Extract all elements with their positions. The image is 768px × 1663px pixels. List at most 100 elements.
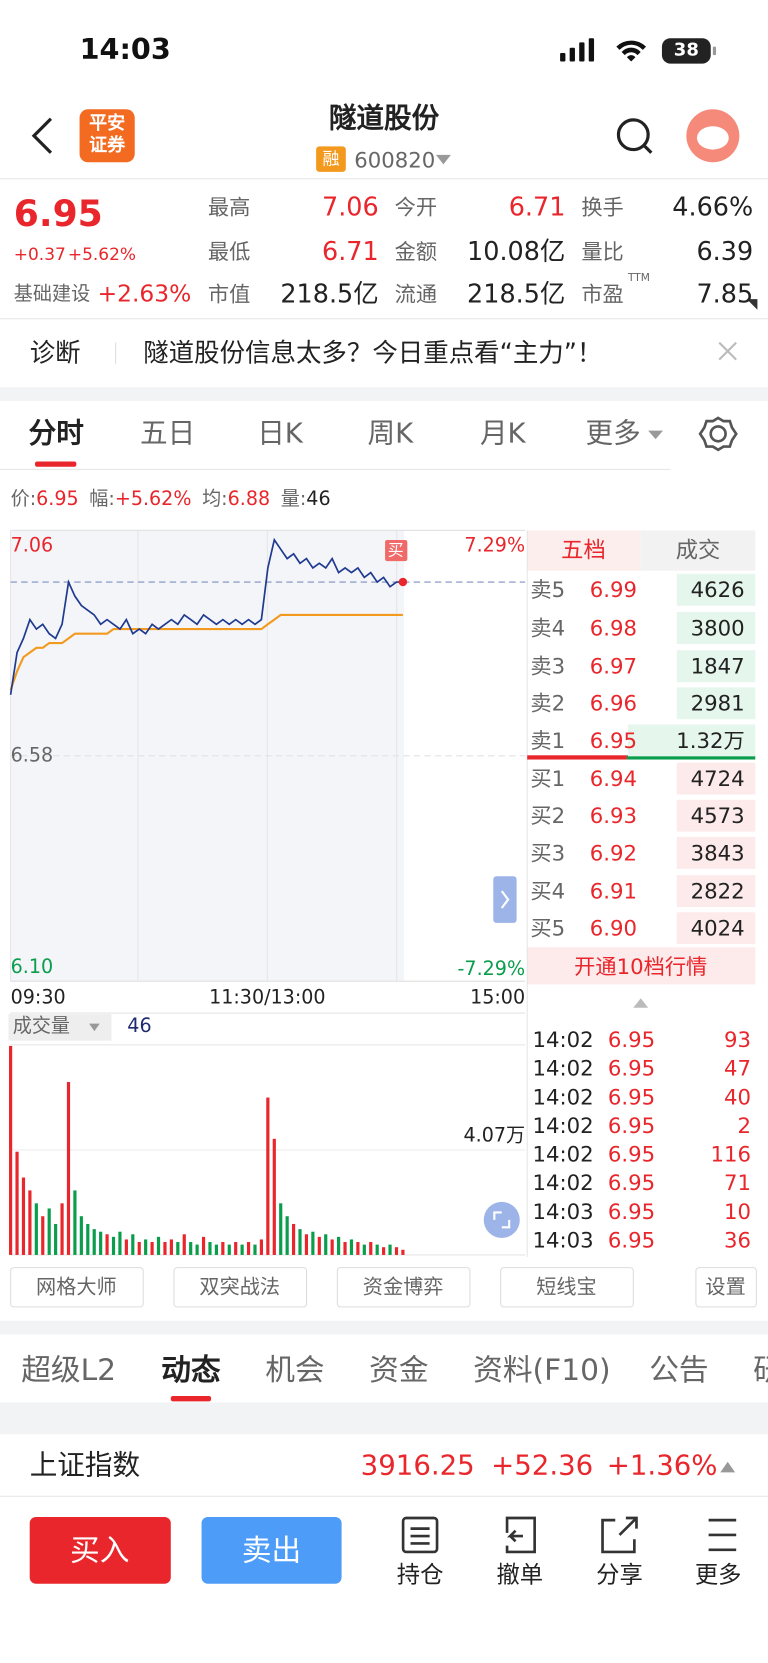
chart-tab[interactable]: 日K xyxy=(257,417,303,450)
action-label[interactable]: 更多 xyxy=(694,1562,742,1590)
action-label[interactable]: 分享 xyxy=(596,1562,643,1590)
diagnosis-text[interactable]: 隧道股份信息太多？今日重点看“主力”！ xyxy=(143,338,603,369)
volume-bar xyxy=(86,1223,90,1255)
collapse[interactable] xyxy=(720,1461,736,1473)
sector: 基础建设 xyxy=(13,283,91,306)
volume-bar xyxy=(195,1244,199,1255)
info-item: 量:46 xyxy=(281,490,331,509)
status-icons xyxy=(560,38,717,64)
section-tab[interactable]: 机会 xyxy=(265,1352,325,1388)
trade-price: 6.95 xyxy=(607,1026,656,1053)
trade-price: 6.95 xyxy=(607,1170,656,1196)
volume-bar xyxy=(60,1203,64,1255)
volume-bar xyxy=(111,1236,116,1255)
stat-value: 4.66% xyxy=(672,192,754,222)
book-price: 6.93 xyxy=(589,803,638,829)
tool-button[interactable]: 网格大师 xyxy=(36,1275,117,1299)
dropdown[interactable] xyxy=(89,1023,100,1032)
book-tab[interactable]: 成交 xyxy=(675,537,721,563)
x-tick-label: 11:30/13:00 xyxy=(209,986,326,1009)
book-volume: 1.32万 xyxy=(676,727,745,754)
y-tick-label: 6.10 xyxy=(10,955,54,979)
book-volume: 2822 xyxy=(690,878,745,904)
pct-label: 7.29% xyxy=(464,534,526,557)
volume-bar xyxy=(343,1242,347,1255)
dropdown[interactable] xyxy=(648,430,663,440)
volume-bar xyxy=(15,1151,19,1255)
action-label[interactable]: 持仓 xyxy=(396,1562,444,1590)
tool-button[interactable]: 设置 xyxy=(705,1275,746,1299)
volume-bar xyxy=(311,1231,315,1255)
tab-bg xyxy=(640,530,756,571)
book-vol-bg xyxy=(627,724,756,757)
trade-time: 14:03 xyxy=(532,1227,594,1253)
expand-tab[interactable] xyxy=(493,876,517,923)
index-change: +52.36 xyxy=(491,1450,594,1482)
book-vol-bg xyxy=(676,687,756,720)
trade-volume: 40 xyxy=(724,1084,752,1110)
info-line: 价:6.95 幅:+5.62% 均:6.88 量:46 xyxy=(11,490,331,509)
volume-bar xyxy=(253,1244,257,1255)
volume-bar xyxy=(105,1234,109,1255)
info-value: 6.88 xyxy=(227,487,271,511)
volume-bar xyxy=(169,1239,173,1255)
tool-button[interactable]: 资金博弈 xyxy=(362,1275,444,1299)
action-label[interactable]: 撤单 xyxy=(496,1562,544,1590)
stat-sup: TTM xyxy=(627,272,650,285)
scroll-up[interactable] xyxy=(633,998,649,1008)
trade-time: 14:02 xyxy=(532,1026,594,1053)
logo-text: 平安 xyxy=(89,112,126,135)
stat-label: 市盈 xyxy=(581,281,624,307)
tab-bg xyxy=(527,530,641,571)
tool-button[interactable]: 短线宝 xyxy=(536,1275,597,1299)
bid-bar xyxy=(626,755,756,760)
search-icon[interactable] xyxy=(616,118,653,154)
book-tab[interactable]: 五档 xyxy=(561,537,606,563)
stat-label: 市值 xyxy=(207,281,251,307)
volume-bar xyxy=(201,1236,206,1255)
chart-tab[interactable]: 周K xyxy=(367,417,414,450)
volume-bar xyxy=(272,1138,276,1255)
buy-button[interactable] xyxy=(29,1516,171,1584)
chart-tab[interactable]: 更多 xyxy=(585,417,641,450)
chart-tab[interactable]: 五日 xyxy=(140,417,196,450)
book-vol-bg xyxy=(676,875,756,907)
section-tab[interactable]: 公告 xyxy=(649,1352,709,1388)
close-icon[interactable] xyxy=(718,341,737,361)
sell-button[interactable] xyxy=(201,1516,342,1584)
section-tab[interactable]: 超级L2 xyxy=(21,1352,117,1388)
chart-tab[interactable]: 月K xyxy=(479,417,526,450)
trade-volume: 10 xyxy=(724,1198,752,1225)
trade-time: 14:02 xyxy=(532,1055,594,1081)
sell-label[interactable]: 卖出 xyxy=(241,1532,302,1568)
info-label: 价: xyxy=(10,487,37,511)
divider xyxy=(0,1495,768,1497)
settings-icon[interactable] xyxy=(698,416,738,452)
back-icon[interactable] xyxy=(31,117,53,154)
volume-bar xyxy=(234,1242,238,1255)
book-volume: 3800 xyxy=(690,615,745,641)
section-tab[interactable]: 资料(F10) xyxy=(473,1352,611,1388)
chart-tab[interactable]: 分时 xyxy=(28,417,84,450)
book-volume: 2981 xyxy=(690,690,745,717)
volume-bar xyxy=(28,1190,32,1255)
volume-bar xyxy=(73,1190,77,1255)
book-label: 卖2 xyxy=(530,690,566,717)
battery-level: 38 xyxy=(673,39,699,61)
section-tab[interactable]: 资金 xyxy=(369,1352,429,1388)
dropdown[interactable] xyxy=(435,154,451,165)
fullscreen-button[interactable] xyxy=(483,1201,520,1238)
stock-code: 600820 xyxy=(354,147,436,173)
section-tab[interactable]: 动态 xyxy=(161,1352,221,1388)
book-vol-bg xyxy=(676,836,756,869)
upgrade-link[interactable]: 开通10档行情 xyxy=(574,953,708,980)
book-volume: 1847 xyxy=(690,653,745,679)
volume-bar xyxy=(266,1097,270,1255)
volume-bar xyxy=(214,1244,218,1255)
buy-label[interactable]: 买入 xyxy=(70,1532,130,1568)
tool-button[interactable]: 双突战法 xyxy=(199,1275,281,1299)
section-tab[interactable]: 研 xyxy=(753,1355,768,1386)
volume-bar xyxy=(279,1203,283,1255)
book-price: 6.94 xyxy=(589,765,638,792)
